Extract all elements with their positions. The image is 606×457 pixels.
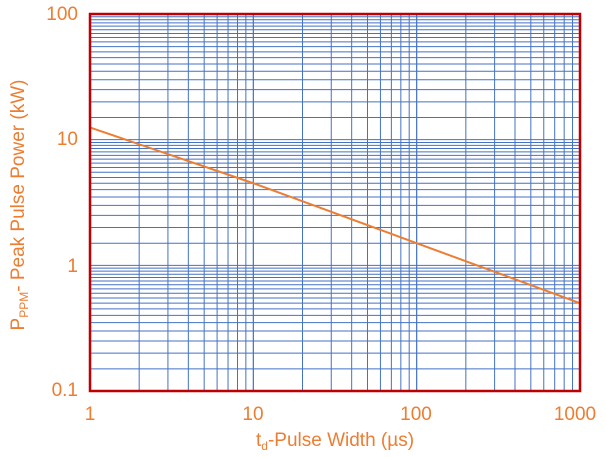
- y-tick-label: 10: [57, 129, 78, 150]
- series-layer: [89, 126, 581, 305]
- plot-frame: [88, 12, 582, 393]
- x-tick-label: 100: [400, 404, 432, 425]
- x-axis-title: td-Pulse Width (µs): [256, 430, 414, 453]
- x-tick-label: 10: [242, 404, 263, 425]
- y-axis-title-main: P: [8, 318, 29, 331]
- x-tick-label: 1: [85, 404, 96, 425]
- y-axis-title: PPPM- Peak Pulse Power (kW): [8, 80, 31, 331]
- y-axis-title-subscript: PPM: [17, 292, 31, 318]
- grid-lines: [90, 14, 580, 391]
- y-tick-label: 1: [67, 256, 78, 277]
- y-tick-label: 0.1: [52, 380, 78, 401]
- y-tick-label: 100: [46, 4, 78, 25]
- series-line: [89, 126, 581, 305]
- y-axis-title-rest: - Peak Pulse Power (kW): [8, 80, 29, 292]
- x-axis-title-subscript: d: [261, 439, 268, 453]
- x-tick-label: 1000: [554, 404, 596, 425]
- x-axis-title-rest: -Pulse Width (µs): [268, 430, 414, 451]
- x-axis-title-main: t: [256, 430, 262, 451]
